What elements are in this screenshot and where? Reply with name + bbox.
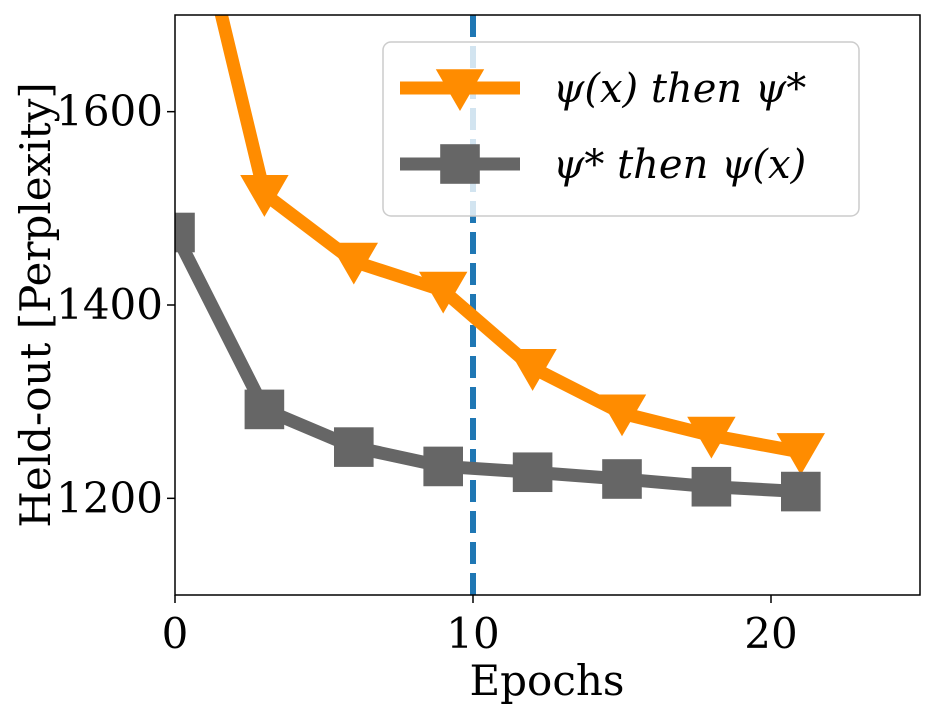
axis-ticks: 0 10 20 1200 1400 1600 (56, 87, 798, 658)
y-axis-title: Held-out [Perplexity] (11, 82, 60, 528)
legend-marker (440, 144, 480, 184)
x-tick-label: 0 (162, 609, 189, 658)
data-point (597, 394, 647, 437)
data-point (512, 452, 553, 493)
y-tick-label: 1200 (56, 473, 163, 522)
data-point (781, 471, 821, 512)
legend-label: ψ(x) then ψ* (553, 66, 806, 112)
data-point (687, 416, 736, 459)
series-layer (175, 15, 825, 512)
series-1 (214, 15, 825, 475)
x-axis-title: Epochs (470, 656, 625, 705)
x-tick-label: 20 (744, 609, 797, 658)
legend-entry: ψ* then ψ(x) (400, 142, 806, 188)
data-point (419, 271, 468, 314)
data-point (334, 427, 374, 467)
data-point (776, 433, 825, 475)
series-2 (175, 212, 821, 512)
data-point (244, 389, 285, 430)
legend-entries: ψ(x) then ψ* ψ* then ψ(x) (400, 66, 806, 188)
data-point (508, 349, 557, 391)
data-point (423, 446, 463, 487)
data-point (240, 175, 289, 217)
legend-marker (435, 69, 485, 111)
data-point (691, 466, 732, 507)
y-tick-label: 1600 (56, 87, 163, 136)
data-point (602, 459, 642, 499)
legend: ψ(x) then ψ* ψ* then ψ(x) (382, 41, 860, 217)
legend-label: ψ* then ψ(x) (553, 142, 806, 188)
data-point (175, 212, 195, 253)
data-point (329, 242, 378, 285)
plot-area (175, 15, 825, 595)
x-tick-label: 10 (446, 609, 499, 658)
y-tick-label: 1400 (56, 280, 163, 329)
legend-entry: ψ(x) then ψ* (400, 66, 806, 112)
